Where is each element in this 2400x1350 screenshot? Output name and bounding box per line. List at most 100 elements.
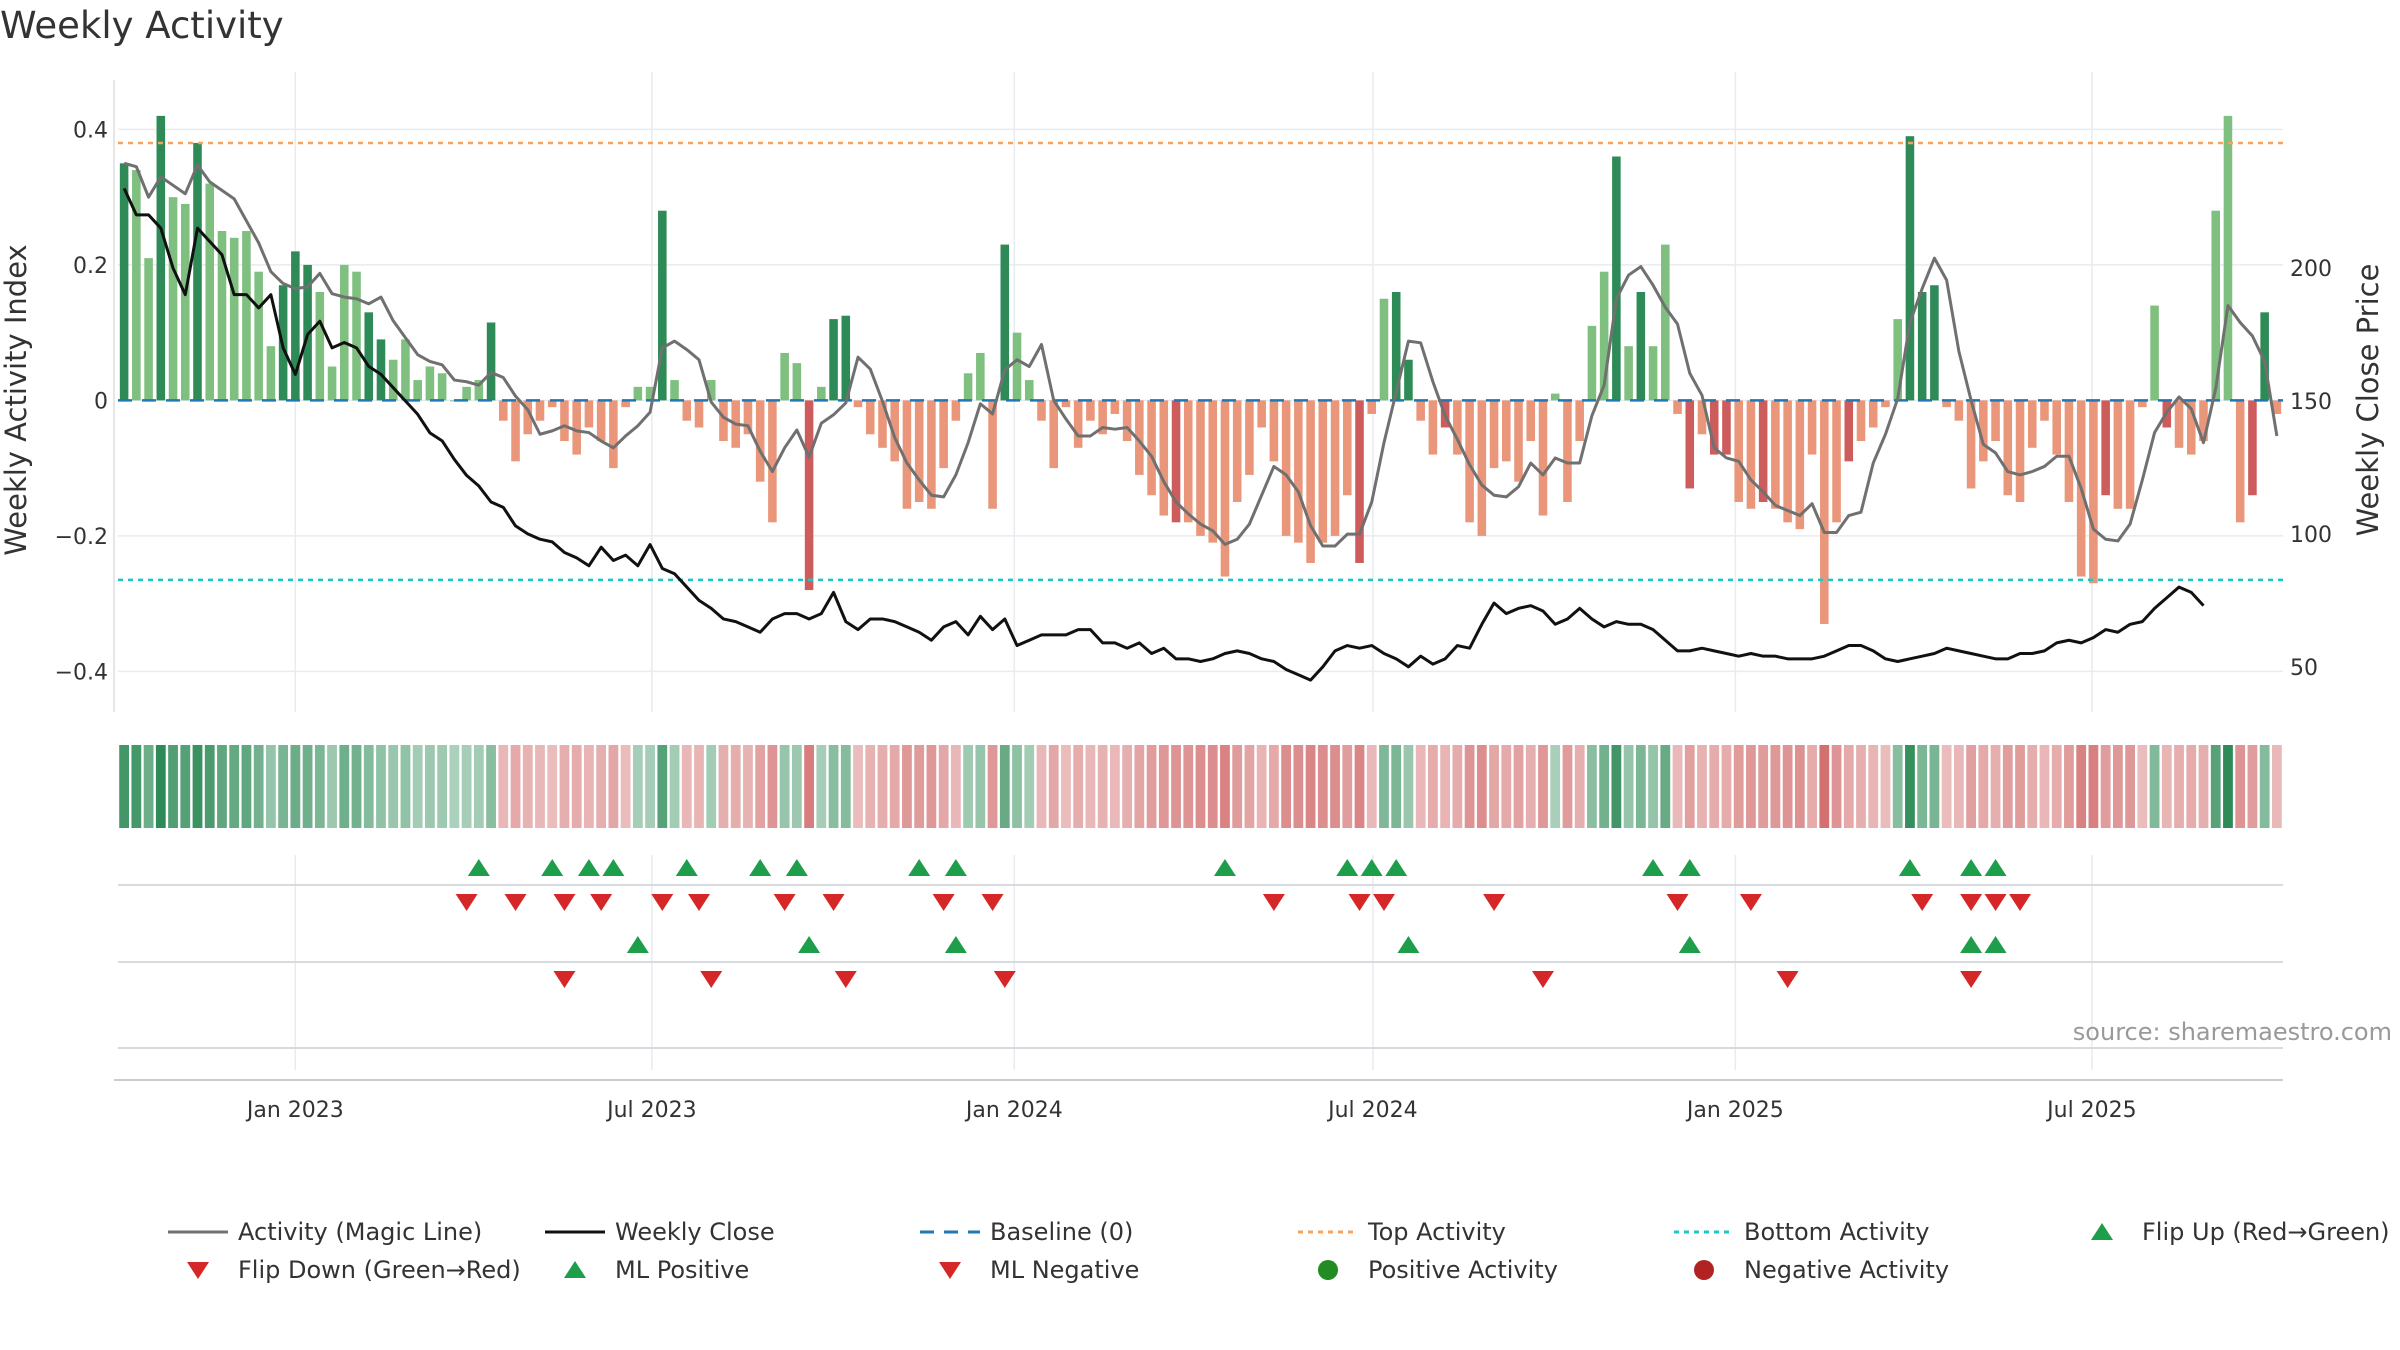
activity-bar	[462, 386, 471, 401]
activity-bar	[596, 400, 606, 442]
activity-bar	[266, 346, 276, 401]
activity-strip-cell	[1171, 745, 1181, 828]
activity-strip-cell	[1807, 745, 1817, 828]
flip-up-marker	[785, 859, 808, 876]
activity-bar	[180, 203, 190, 401]
activity-strip-cell	[1709, 745, 1720, 828]
activity-strip-cell	[632, 745, 643, 828]
flip-down-marker	[1483, 894, 1506, 911]
activity-strip-cell	[1831, 745, 1842, 828]
activity-strip-cell	[645, 745, 655, 828]
activity-strip-cell	[1012, 745, 1022, 828]
activity-bar	[878, 400, 887, 448]
ml-down-marker	[553, 971, 576, 988]
activity-strip-cell	[2210, 745, 2221, 828]
activity-bar	[706, 380, 716, 401]
activity-strip-cell	[1990, 745, 2001, 828]
activity-bar	[1758, 400, 1768, 502]
activity-strip-cell	[2027, 745, 2038, 828]
activity-bar	[1820, 400, 1829, 624]
ml-down-marker	[1531, 971, 1554, 988]
activity-strip-cell	[828, 745, 839, 828]
activity-strip-cell	[1880, 745, 1891, 828]
activity-bar	[437, 373, 447, 401]
flip-down-marker	[2009, 894, 2032, 911]
y-axis-left-label: Weekly Activity Index	[0, 244, 33, 555]
activity-strip-cell	[1476, 745, 1487, 828]
flip-down-marker	[504, 894, 527, 911]
flip-up-marker	[1898, 859, 1921, 876]
activity-strip-cell	[865, 745, 876, 828]
activity-strip-cell	[1109, 745, 1120, 828]
activity-strip-cell	[1342, 745, 1353, 828]
flip-up-marker	[1213, 859, 1236, 876]
flip-down-marker	[932, 894, 955, 911]
activity-bar	[670, 380, 679, 401]
ml-down-marker	[700, 971, 723, 988]
activity-strip-cell	[767, 745, 778, 828]
activity-strip-cell	[669, 745, 680, 828]
activity-bar	[388, 359, 398, 401]
activity-bar	[2064, 400, 2074, 502]
activity-bar	[1281, 400, 1291, 536]
activity-bar	[132, 170, 141, 401]
activity-strip-cell	[2100, 745, 2111, 828]
activity-bar	[755, 400, 765, 482]
flip-up-marker	[908, 859, 931, 876]
activity-strip-cell	[1929, 745, 1940, 828]
activity-strip-cell	[1232, 745, 1243, 828]
weekly-close-series	[122, 187, 2205, 682]
flip-up-marker	[1960, 859, 1983, 876]
activity-strip-cell	[461, 745, 472, 828]
activity-strip-cell	[2051, 745, 2062, 828]
flip-down-marker	[822, 894, 845, 911]
ml-up-marker	[1397, 936, 1420, 953]
activity-bar	[1147, 400, 1156, 496]
ml-up-marker	[1984, 936, 2007, 953]
activity-strip-cell	[1379, 745, 1389, 828]
activity-strip-cell	[1611, 745, 1622, 828]
activity-bar	[1685, 400, 1695, 489]
activity-bar	[254, 271, 263, 401]
activity-strip-cell	[1684, 745, 1695, 828]
activity-strip-cell	[2161, 745, 2172, 828]
legend-label: Flip Down (Green→Red)	[238, 1256, 521, 1284]
activity-strip-cell	[804, 745, 814, 828]
legend-label: Activity (Magic Line)	[238, 1218, 482, 1246]
activity-bar	[1342, 400, 1352, 496]
activity-bar	[1306, 400, 1315, 563]
activity-bar	[621, 400, 630, 408]
activity-strip-cell	[473, 745, 484, 828]
flip-up-marker	[675, 859, 698, 876]
activity-strip-cell	[1843, 745, 1854, 828]
activity-strip-cell	[718, 745, 729, 828]
circle-icon	[1318, 1260, 1338, 1280]
ml-up-marker	[1678, 936, 1701, 953]
activity-bar	[1404, 359, 1413, 401]
activity-strip-cell	[889, 745, 900, 828]
activity-bar	[2027, 400, 2037, 448]
activity-bar	[1379, 298, 1389, 401]
activity-strip-cell	[1293, 745, 1304, 828]
activity-bar	[1575, 400, 1584, 442]
activity-strip-cell	[388, 745, 399, 828]
activity-strip-cell	[730, 745, 741, 828]
activity-strip-cell	[2149, 745, 2160, 828]
activity-strip-cell	[1746, 745, 1756, 828]
activity-strip-cell	[2015, 745, 2025, 828]
activity-strip-cell	[1158, 745, 1169, 828]
activity-strip-cell	[1268, 745, 1279, 828]
activity-bar	[1196, 400, 1205, 536]
activity-strip-cell	[278, 745, 289, 828]
activity-strip-cell	[192, 745, 203, 828]
activity-strip-cell	[351, 745, 362, 828]
activity-strip-cell	[2186, 745, 2197, 828]
activity-strip-cell	[1354, 745, 1365, 828]
flip-down-marker	[455, 894, 478, 911]
activity-strip-cell	[547, 745, 558, 828]
activity-bar	[1563, 400, 1572, 502]
activity-strip-cell	[2039, 745, 2050, 828]
activity-strip-cell	[2235, 745, 2246, 828]
ml-up-marker	[626, 936, 649, 953]
